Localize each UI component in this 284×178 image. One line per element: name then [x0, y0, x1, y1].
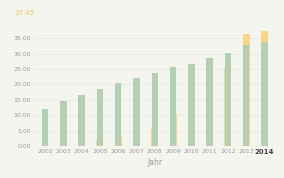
Bar — [78, 95, 85, 146]
Bar — [151, 127, 158, 146]
Bar — [243, 45, 249, 146]
Bar — [206, 91, 213, 146]
Bar — [170, 67, 176, 146]
Bar — [188, 64, 195, 146]
Bar — [133, 134, 140, 146]
Bar — [60, 101, 66, 146]
X-axis label: Jahr: Jahr — [147, 158, 162, 166]
Bar — [224, 67, 231, 146]
Bar — [206, 58, 213, 146]
Bar — [42, 109, 48, 146]
Bar — [78, 143, 85, 146]
Text: 37.45: 37.45 — [15, 10, 35, 16]
Bar — [115, 83, 121, 146]
Bar — [41, 145, 49, 146]
Bar — [261, 31, 268, 146]
Bar — [97, 89, 103, 146]
Bar — [152, 73, 158, 146]
Bar — [243, 34, 250, 146]
Bar — [170, 114, 177, 146]
Bar — [133, 78, 140, 146]
Bar — [225, 53, 231, 146]
Bar — [96, 140, 103, 146]
Bar — [60, 145, 67, 146]
Bar — [115, 137, 122, 146]
Bar — [188, 91, 195, 146]
Bar — [261, 42, 268, 146]
